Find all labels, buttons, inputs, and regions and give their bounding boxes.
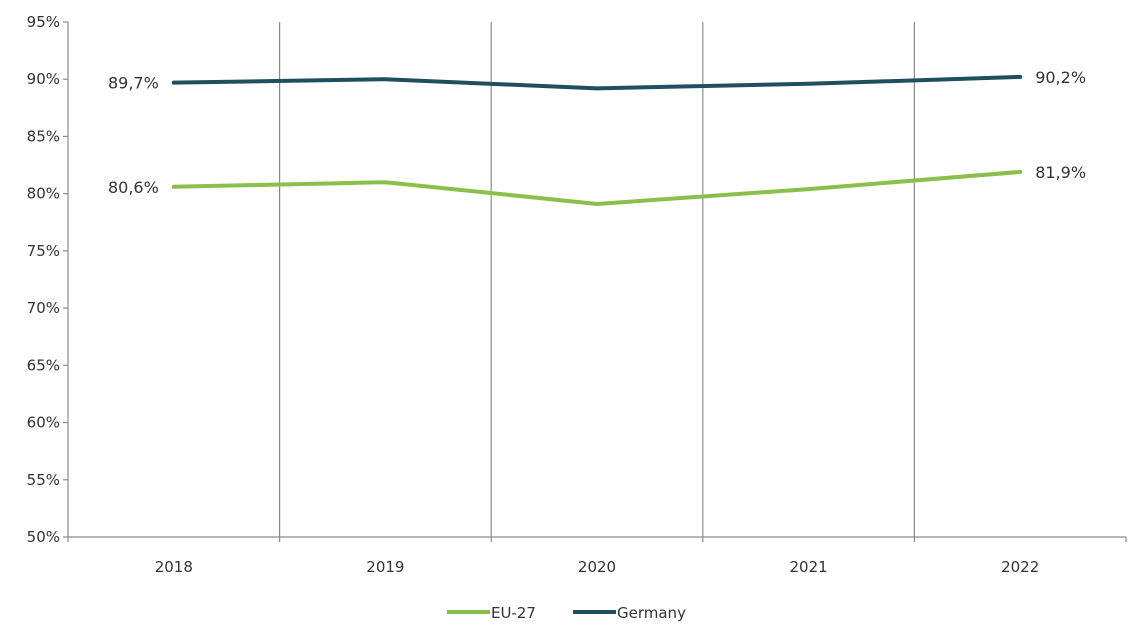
y-tick-label: 55% bbox=[27, 471, 60, 489]
y-tick-label: 50% bbox=[27, 528, 60, 546]
series-line-eu-27 bbox=[171, 169, 1023, 206]
data-label: 81,9% bbox=[1035, 163, 1086, 182]
y-axis-ticks: 50% 55% 60% 65% 70% 75% 80% 85% 90% 95% bbox=[27, 13, 68, 546]
legend: EU-27 Germany bbox=[447, 604, 686, 622]
data-label: 89,7% bbox=[108, 74, 159, 93]
y-tick-label: 80% bbox=[27, 185, 60, 203]
y-tick-label: 75% bbox=[27, 242, 60, 260]
vertical-gridlines bbox=[279, 22, 916, 537]
y-tick-label: 60% bbox=[27, 414, 60, 432]
legend-label: EU-27 bbox=[491, 604, 536, 622]
x-tick-label: 2018 bbox=[155, 558, 193, 576]
series-lines bbox=[171, 74, 1023, 206]
y-tick-label: 85% bbox=[27, 127, 60, 145]
x-tick-label: 2022 bbox=[1001, 558, 1039, 576]
y-tick-label: 70% bbox=[27, 299, 60, 317]
data-label: 80,6% bbox=[108, 178, 159, 197]
data-labels: 80,6% 81,9% 89,7% 90,2% bbox=[108, 68, 1086, 197]
legend-label: Germany bbox=[617, 604, 686, 622]
x-axis-ticks: 2018 2019 2020 2021 2022 bbox=[155, 558, 1040, 576]
x-tick-label: 2021 bbox=[790, 558, 828, 576]
axes bbox=[67, 22, 1127, 542]
data-label: 90,2% bbox=[1035, 68, 1086, 87]
y-tick-label: 65% bbox=[27, 356, 60, 374]
y-tick-label: 90% bbox=[27, 70, 60, 88]
x-tick-label: 2020 bbox=[578, 558, 616, 576]
y-tick-label: 95% bbox=[27, 13, 60, 31]
x-tick-label: 2019 bbox=[366, 558, 404, 576]
series-line-germany bbox=[171, 74, 1023, 91]
